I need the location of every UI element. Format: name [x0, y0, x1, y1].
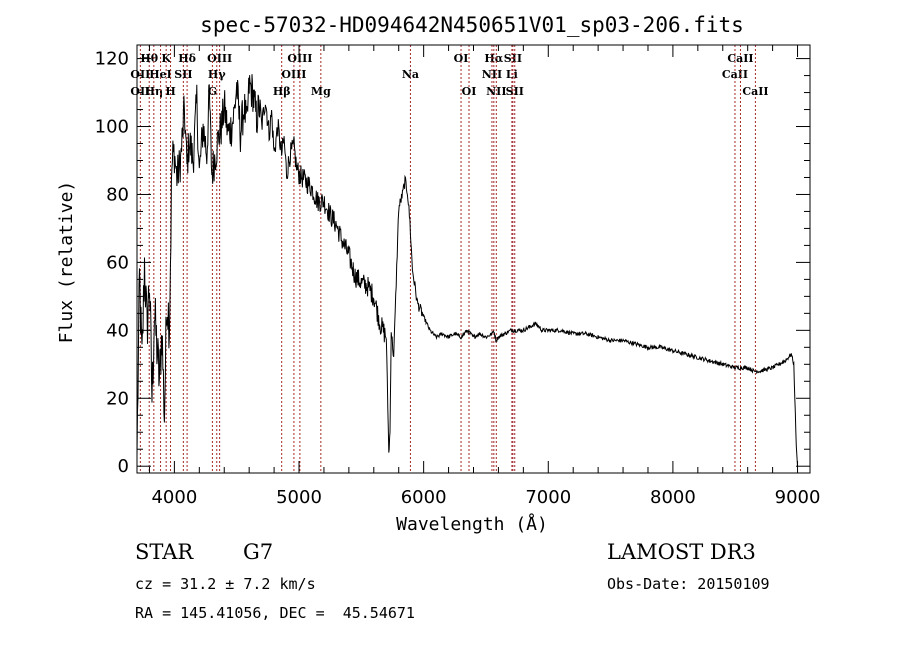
axis-ticks: 4000 5000 6000 7000 8000 9000 0 20 40 60 80 100 120: [95, 45, 821, 508]
line-label: H: [165, 85, 175, 98]
line-label: Mg: [311, 85, 331, 98]
line-label: OII: [130, 85, 150, 98]
y-tick-label: 120: [95, 49, 129, 70]
y-tick-label: 80: [106, 184, 129, 205]
line-label: HeI: [149, 68, 172, 81]
x-tick-label: 4000: [151, 487, 197, 508]
object-subclass: G7: [243, 540, 274, 564]
x-tick-label: 8000: [650, 487, 696, 508]
line-label: SII: [506, 85, 524, 98]
line-label: K: [161, 52, 171, 65]
line-label: Hδ: [178, 52, 196, 65]
line-label: Hα: [484, 52, 503, 65]
line-label: NII: [482, 68, 502, 81]
x-axis-label: Wavelength (Å): [396, 513, 548, 535]
line-label: CaII: [727, 52, 753, 65]
y-axis-label: Flux (relative): [56, 181, 77, 344]
line-label: G: [208, 85, 217, 98]
spectrum-layer: [136, 74, 798, 467]
line-label: CaII: [722, 68, 748, 81]
object-class: STAR: [135, 540, 194, 564]
x-tick-label: 9000: [775, 487, 821, 508]
line-label: CaII: [742, 85, 768, 98]
line-label: SII: [504, 52, 522, 65]
line-label: NII: [486, 85, 506, 98]
line-label: SII: [174, 68, 192, 81]
redshift-cz: cz = 31.2 ± 7.2 km/s: [135, 575, 316, 593]
y-tick-label: 0: [118, 456, 129, 477]
line-label: OI: [454, 52, 469, 65]
x-tick-label: 5000: [276, 487, 322, 508]
chart-title: spec-57032-HD094642N450651V01_sp03-206.f…: [200, 13, 744, 37]
line-label: OIII: [207, 52, 232, 65]
y-tick-label: 40: [106, 320, 129, 341]
obs-date: Obs-Date: 20150109: [607, 575, 770, 593]
plot-frame: [136, 44, 811, 474]
y-tick-label: 100: [95, 117, 129, 138]
x-tick-label: 6000: [401, 487, 447, 508]
ra-dec: RA = 145.41056, DEC = 45.54671: [135, 604, 415, 622]
y-tick-label: 20: [106, 388, 129, 409]
line-label: Li: [506, 68, 518, 81]
line-label: Hη: [145, 85, 163, 98]
line-label: OI: [462, 85, 477, 98]
survey-name: LAMOST DR3: [607, 540, 756, 564]
line-label: OII: [130, 68, 150, 81]
line-label: Na: [402, 68, 419, 81]
line-label: OIII: [281, 68, 306, 81]
line-label: Hγ: [208, 68, 226, 81]
line-label: OIII: [287, 52, 312, 65]
spectrum-line: [136, 74, 798, 467]
y-tick-label: 60: [106, 252, 129, 273]
x-tick-label: 7000: [525, 487, 571, 508]
line-label: Hβ: [273, 85, 291, 98]
